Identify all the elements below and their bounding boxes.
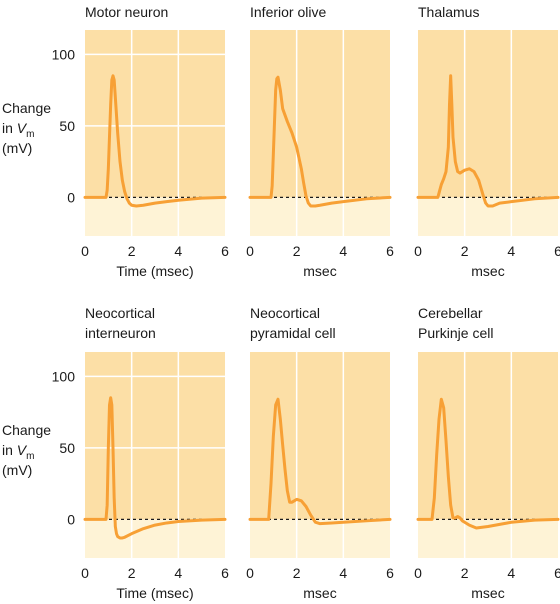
panel-title: interneuron (85, 325, 156, 341)
y-tick-label: 50 (59, 118, 75, 134)
panel-motor-neuron: Motor neuron 0 2 4 6 Time (msec) 0 50 100 (52, 4, 229, 279)
y-axis-label-variable: V (17, 120, 28, 136)
plot-area-depolarized (418, 352, 558, 520)
y-axis-label-variable: V (17, 442, 28, 458)
x-tick-label: 4 (174, 565, 182, 581)
y-tick-label: 100 (52, 46, 76, 62)
x-tick-label: 6 (386, 243, 394, 259)
y-axis-label-line: Change (2, 422, 51, 438)
x-tick-label: 6 (554, 565, 560, 581)
x-tick-label: 2 (128, 565, 136, 581)
plot-area-depolarized (250, 30, 390, 198)
plot-area-hyperpolarized (418, 197, 558, 236)
x-tick-label: 2 (461, 243, 469, 259)
panel-neocortical-interneuron: Neocortical interneuron 0 2 4 6 Time (msec) 0 50… (52, 305, 229, 601)
y-axis-label-prefix: in (2, 442, 17, 458)
x-axis-label: msec (471, 263, 504, 279)
x-tick-label: 2 (461, 565, 469, 581)
x-tick-label: 2 (293, 243, 301, 259)
panel-title: Thalamus (418, 4, 479, 20)
plot-area-depolarized (85, 30, 225, 198)
panel-title: Cerebellar (418, 305, 483, 321)
x-tick-label: 0 (414, 565, 422, 581)
x-axis-label: msec (303, 263, 336, 279)
panel-title: Purkinje cell (418, 325, 493, 341)
y-axis-label-top: Change in Vm(mV) (2, 100, 51, 156)
x-tick-label: 4 (507, 243, 515, 259)
x-tick-label: 0 (414, 243, 422, 259)
x-tick-label: 2 (293, 565, 301, 581)
y-tick-label: 100 (52, 368, 76, 384)
x-axis-label: Time (msec) (116, 263, 193, 279)
panel-title: Inferior olive (250, 4, 326, 20)
action-potential-trace (416, 397, 560, 530)
action-potential-trace (416, 74, 560, 208)
x-tick-label: 0 (81, 243, 89, 259)
x-tick-label: 0 (81, 565, 89, 581)
x-axis-label: msec (303, 585, 336, 601)
action-potential-trace (248, 75, 392, 208)
x-tick-label: 4 (174, 243, 182, 259)
x-tick-label: 0 (246, 565, 254, 581)
x-tick-label: 2 (128, 243, 136, 259)
x-tick-label: 4 (507, 565, 515, 581)
x-axis-label: msec (471, 585, 504, 601)
panel-title: Neocortical (85, 305, 155, 321)
x-tick-label: 4 (339, 565, 347, 581)
x-axis-label: Time (msec) (116, 585, 193, 601)
x-tick-label: 4 (339, 243, 347, 259)
y-tick-label: 50 (59, 440, 75, 456)
panel-inferior-olive: Inferior olive 0 2 4 6 msec (246, 4, 394, 279)
x-tick-label: 0 (246, 243, 254, 259)
y-axis-label-line: (mV) (2, 462, 32, 478)
action-potential-trace (83, 396, 227, 540)
x-tick-label: 6 (221, 243, 229, 259)
panel-thalamus: Thalamus 0 2 4 6 msec (414, 4, 560, 279)
panel-title: Neocortical (250, 305, 320, 321)
y-axis-label-prefix: in (2, 120, 17, 136)
y-axis-label-subscript: m (26, 129, 34, 140)
panel-cerebellar-purkinje-cell: Cerebellar Purkinje cell 0 2 4 6 msec (414, 305, 560, 601)
action-potential-trace (248, 397, 392, 526)
plot-area-hyperpolarized (250, 519, 390, 558)
panel-title: pyramidal cell (250, 325, 336, 341)
y-tick-label: 0 (67, 511, 75, 527)
action-potential-trace (83, 74, 227, 208)
plot-area-depolarized (418, 30, 558, 198)
y-axis-label-subscript: m (26, 451, 34, 462)
y-axis-label-line: in Vm (2, 442, 34, 462)
y-axis-label-bottom: Change in Vm(mV) (2, 422, 51, 478)
panel-neocortical-pyramidal-cell: Neocortical pyramidal cell 0 2 4 6 msec (246, 305, 394, 601)
y-axis-label-line: (mV) (2, 140, 32, 156)
plot-area-hyperpolarized (250, 197, 390, 236)
x-tick-label: 6 (221, 565, 229, 581)
y-axis-label-line: in Vm (2, 120, 34, 140)
x-tick-label: 6 (386, 565, 394, 581)
panel-title: Motor neuron (85, 4, 168, 20)
x-tick-label: 6 (554, 243, 560, 259)
y-tick-label: 0 (67, 189, 75, 205)
y-axis-label-line: Change (2, 100, 51, 116)
